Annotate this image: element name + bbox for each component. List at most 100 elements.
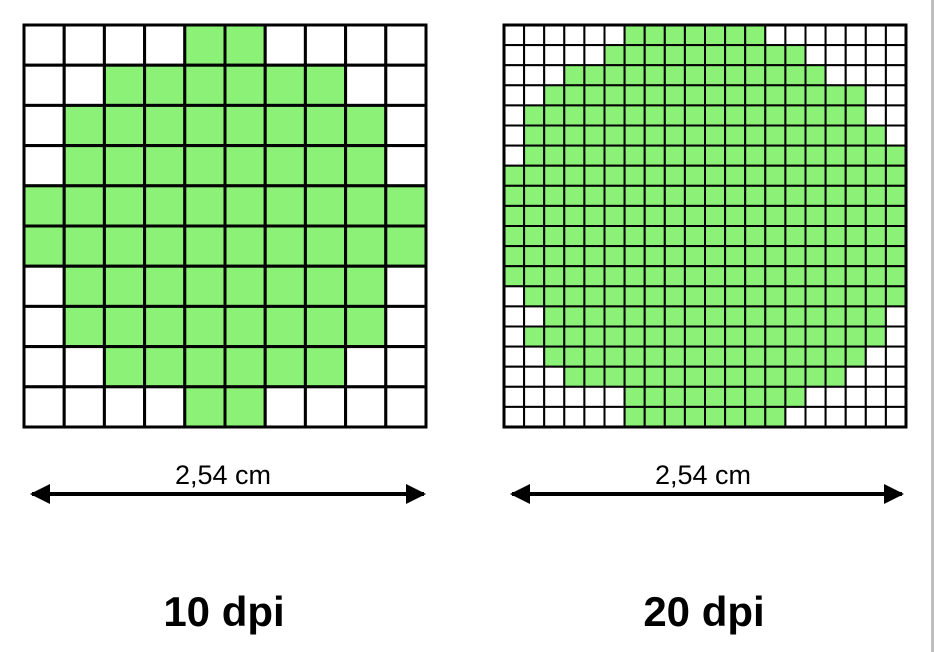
pixel-filled: [864, 305, 887, 328]
pixel-filled: [724, 285, 747, 308]
pixel-empty: [844, 385, 867, 408]
pixel-filled: [603, 305, 626, 328]
pixel-filled: [523, 245, 546, 268]
pixel-empty: [804, 44, 827, 67]
pixel-filled: [603, 245, 626, 268]
pixel-empty: [864, 84, 887, 107]
pixel-filled: [804, 84, 827, 107]
pixel-filled: [663, 164, 686, 187]
pixel-empty: [884, 385, 908, 408]
pixel-filled: [223, 63, 267, 107]
pixel-filled: [183, 264, 227, 308]
pixel-filled: [543, 285, 566, 308]
pixel-empty: [884, 124, 908, 147]
pixel-empty: [864, 405, 887, 428]
pixel-filled: [603, 64, 626, 87]
pixel-filled: [683, 325, 707, 348]
pixel-filled: [884, 265, 908, 288]
pixel-empty: [503, 285, 526, 308]
pixel-filled: [804, 184, 827, 207]
pixel-filled: [864, 144, 887, 167]
pixel-empty: [523, 44, 546, 67]
pixel-filled: [844, 84, 867, 107]
pixel-empty: [22, 304, 66, 349]
pixel-empty: [583, 385, 606, 408]
pixel-filled: [744, 345, 767, 368]
grid-border: [502, 23, 908, 429]
pixel-filled: [583, 365, 606, 388]
pixel-filled: [724, 265, 747, 288]
pixel-filled: [663, 144, 686, 167]
pixel-filled: [503, 245, 526, 268]
pixel-empty: [263, 23, 307, 67]
pixel-filled: [623, 184, 646, 207]
pixel-filled: [704, 84, 727, 107]
pixel-filled: [623, 345, 646, 368]
pixel-filled: [744, 104, 767, 127]
pixel-empty: [263, 385, 307, 429]
pixel-empty: [864, 345, 887, 368]
pixel-filled: [223, 264, 267, 308]
pixel-filled: [663, 184, 686, 207]
pixel-filled: [643, 325, 666, 348]
pixel-filled: [563, 365, 586, 388]
pixel-filled: [143, 144, 187, 188]
pixel-filled: [603, 84, 626, 107]
pixel-filled: [663, 265, 686, 288]
pixel-filled: [764, 44, 787, 67]
pixel-filled: [223, 224, 267, 268]
pixel-filled: [864, 204, 887, 227]
pixel-filled: [704, 124, 727, 147]
pixel-filled: [824, 345, 847, 368]
pixel-filled: [683, 104, 707, 127]
pixel-filled: [784, 245, 807, 268]
pixel-empty: [764, 24, 787, 47]
pixel-filled: [563, 285, 586, 308]
pixel-filled: [543, 104, 566, 127]
panel-20dpi: 2,54 cm 20 dpi: [502, 23, 908, 635]
pixel-empty: [143, 23, 187, 67]
pixel-filled: [603, 144, 626, 167]
pixel-filled: [543, 225, 566, 248]
pixel-empty: [824, 64, 847, 87]
pixel-filled: [22, 184, 66, 228]
pixel-filled: [704, 345, 727, 368]
pixel-filled: [183, 103, 227, 148]
pixel-filled: [764, 164, 787, 187]
pixel-filled: [523, 225, 546, 248]
pixel-filled: [824, 204, 847, 227]
pixel-empty: [523, 345, 546, 368]
pixel-filled: [884, 225, 908, 248]
pixel-empty: [884, 84, 908, 107]
pixel-filled: [683, 64, 707, 87]
pixel-empty: [824, 44, 847, 67]
pixel-filled: [704, 325, 727, 348]
pixel-filled: [384, 224, 428, 268]
pixel-filled: [663, 124, 686, 147]
pixel-filled: [643, 225, 666, 248]
pixel-filled: [623, 305, 646, 328]
pixel-filled: [543, 265, 566, 288]
pixel-filled: [223, 345, 267, 389]
pixel-filled: [844, 225, 867, 248]
pixel-filled: [784, 144, 807, 167]
pixel-empty: [784, 24, 807, 47]
pixel-filled: [784, 44, 807, 67]
pixel-filled: [784, 365, 807, 388]
pixel-empty: [143, 385, 187, 429]
pixel-filled: [844, 265, 867, 288]
pixel-filled: [724, 305, 747, 328]
pixel-filled: [683, 385, 707, 408]
pixel-filled: [583, 265, 606, 288]
pixel-filled: [844, 144, 867, 167]
pixel-filled: [683, 24, 707, 47]
pixel-empty: [603, 405, 626, 428]
pixel-filled: [764, 305, 787, 328]
pixel-filled: [884, 245, 908, 268]
pixel-filled: [683, 164, 707, 187]
pixel-empty: [384, 103, 428, 148]
pixel-empty: [884, 305, 908, 328]
pixel-filled: [764, 144, 787, 167]
pixel-empty: [844, 365, 867, 388]
pixel-filled: [784, 345, 807, 368]
